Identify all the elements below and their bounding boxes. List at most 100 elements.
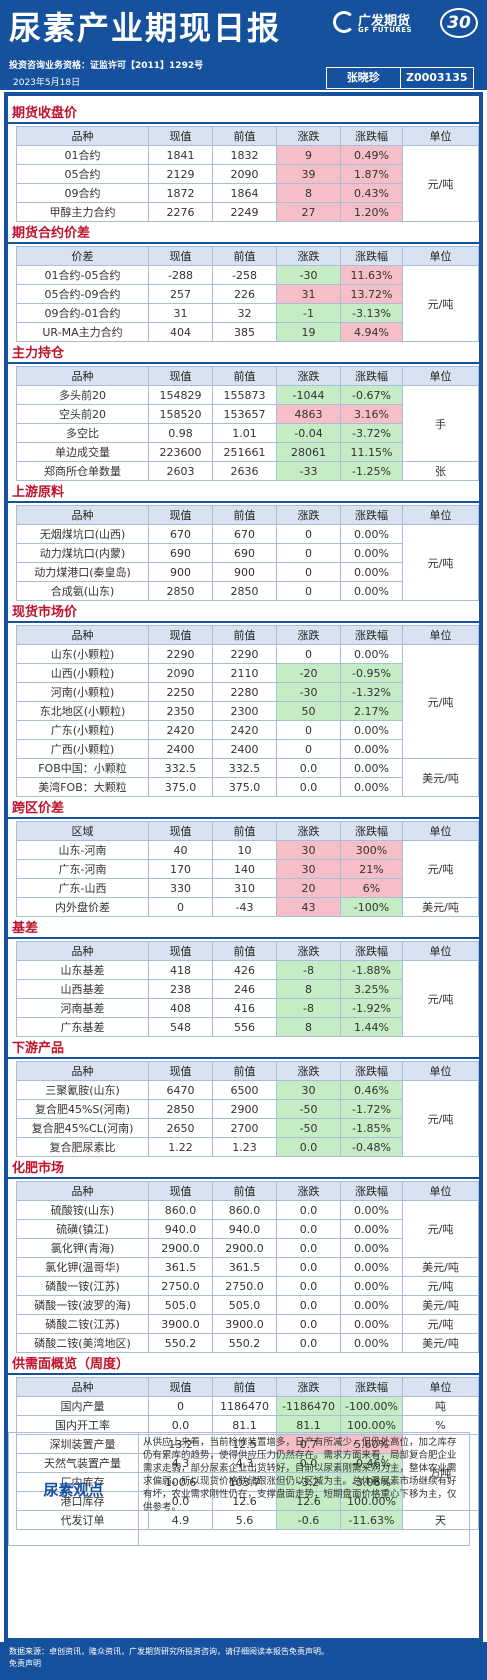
cell-prev: 5.6: [212, 1510, 277, 1530]
cell-unit: 元/吨: [402, 1276, 479, 1296]
cell-cur: 0: [148, 1396, 213, 1416]
cell-prev: 246: [212, 979, 277, 999]
column-header: 涨跌: [276, 1181, 341, 1201]
table-header-row: 品种 现值 前值 涨跌 涨跌幅 单位: [16, 1181, 479, 1201]
column-header: 涨跌幅: [340, 821, 403, 841]
cell-name: 郑商所仓单数量: [16, 461, 149, 481]
column-header: 单位: [402, 1061, 479, 1081]
column-header: 涨跌: [276, 1061, 341, 1081]
section-title: 跨区价差: [8, 799, 479, 819]
opinion-text: 从供应上来看，当前检修装置增多，日产有所减少，但仍处高位，加之库存仍有累库的趋势…: [143, 1437, 457, 1513]
cell-cur: 223600: [148, 442, 213, 462]
cell-unit: 吨: [402, 1396, 479, 1416]
column-header: 前值: [212, 126, 277, 146]
company-logo: 广发期货 GF FUTURES: [333, 9, 429, 37]
cell-prev: 1186470: [212, 1396, 277, 1416]
cell-cur: 2900.0: [148, 1238, 213, 1258]
cell-prev: 1864: [212, 183, 277, 203]
cell-pct: 0.00%: [340, 1257, 403, 1277]
cell-prev: 416: [212, 998, 277, 1018]
cell-prev: 361.5: [212, 1257, 277, 1277]
cell-chg: 0.0: [276, 777, 341, 797]
report-date: 2023年5月18日: [13, 78, 81, 88]
column-header: 单位: [402, 821, 479, 841]
column-header: 前值: [212, 246, 277, 266]
logo-cn-text: 广发期货: [358, 14, 411, 29]
cell-prev: 2249: [212, 202, 277, 222]
cell-cur: 2420: [148, 720, 213, 740]
cell-cur: 2750.0: [148, 1276, 213, 1296]
cell-pct: 1.20%: [340, 202, 403, 222]
cell-chg: 0: [276, 543, 341, 563]
cell-name: 单边成交量: [16, 442, 149, 462]
cell-cur: 505.0: [148, 1295, 213, 1315]
cell-prev: 2400: [212, 739, 277, 759]
cell-prev: 670: [212, 524, 277, 544]
section-table: 区域 现值 前值 涨跌 涨跌幅 单位 山东-河南 40 10 30 300% 元/吨 广东-河南 170 1…: [16, 821, 479, 917]
cell-unit: 美元/吨: [402, 1257, 479, 1277]
cell-prev: 550.2: [212, 1333, 277, 1353]
column-header: 现值: [148, 821, 213, 841]
cell-chg: 0.0: [276, 1453, 341, 1473]
cell-unit: 天: [402, 1510, 479, 1530]
cell-pct: -3.13%: [340, 303, 403, 323]
cell-chg: 0.0: [276, 1276, 341, 1296]
cell-cur: 170: [148, 859, 213, 879]
cell-pct: 2.17%: [340, 701, 403, 721]
table-row: 山西基差 238 246 8 3.25%: [16, 979, 479, 999]
cell-chg: 0.0: [276, 1137, 341, 1157]
cell-cur: 2350: [148, 701, 213, 721]
table-row: 港口库存 0.0 12.6 12.6 100.00%: [16, 1491, 479, 1511]
column-header: 品种: [16, 366, 149, 386]
section-table: 品种 现值 前值 涨跌 涨跌幅 单位 无烟煤坑口(山西) 670 670 0 0.00% 元/吨 动力煤…: [16, 505, 479, 601]
table-row: 磷酸二铵(江苏) 3900.0 3900.0 0.0 0.00% 元/吨: [16, 1314, 479, 1334]
cell-pct: 0.00%: [340, 758, 403, 778]
cell-chg: -0.04: [276, 423, 341, 443]
report-panel: 期货收盘价 品种 现值 前值 涨跌 涨跌幅 单位 01合约 1841 1832 9 0.49% 元/吨 0…: [4, 92, 483, 1642]
author-code: Z0003135: [405, 71, 468, 84]
cell-prev: 140: [212, 859, 277, 879]
cell-chg: 0.0: [276, 758, 341, 778]
cell-chg: 9: [276, 145, 341, 165]
cell-chg: -8: [276, 960, 341, 980]
cell-cur: 2650: [148, 1118, 213, 1138]
cell-pct: 300%: [340, 840, 403, 860]
column-header: 涨跌幅: [340, 1181, 403, 1201]
column-header: 涨跌幅: [340, 246, 403, 266]
column-header: 现值: [148, 246, 213, 266]
table-row: 山东-河南 40 10 30 300% 元/吨: [16, 840, 479, 898]
table-row: 多头前20 154829 155873 -1044 -0.67% 手: [16, 385, 479, 462]
table-row: UR-MA主力合约 404 385 19 4.94%: [16, 322, 479, 342]
cell-name: 09合约: [16, 183, 149, 203]
cell-cur: 238: [148, 979, 213, 999]
cell-pct: -1.85%: [340, 1118, 403, 1138]
cell-name: 磷酸一铵(波罗的海): [16, 1295, 149, 1315]
cell-pct: 100.00%: [340, 1415, 403, 1435]
column-header: 前值: [212, 366, 277, 386]
cell-chg: 30: [276, 859, 341, 879]
cell-chg: 0: [276, 644, 341, 664]
cell-unit: 元/吨: [402, 840, 479, 898]
table-row: 磷酸一铵(江苏) 2750.0 2750.0 0.0 0.00% 元/吨: [16, 1276, 479, 1296]
cell-name: 复合肥45%CL(河南): [16, 1118, 149, 1138]
cell-pct: 0.00%: [340, 1333, 403, 1353]
cell-pct: 3.16%: [340, 404, 403, 424]
cell-prev: 32: [212, 303, 277, 323]
cell-pct: -0.46%: [340, 1453, 403, 1473]
cell-cur: 404: [148, 322, 213, 342]
cell-prev: 103.7: [212, 1472, 277, 1492]
table-row: 内外盘价差 0 -43 43 -100% 美元/吨: [16, 897, 479, 917]
cell-name: 复合肥45%S(河南): [16, 1099, 149, 1119]
cell-pct: 0.00%: [340, 524, 403, 544]
section-table: 品种 现值 前值 涨跌 涨跌幅 单位 山东基差 418 426 -8 -1.88% 元/吨 山西基差 23…: [16, 941, 479, 1037]
cell-prev: 426: [212, 960, 277, 980]
anniversary-badge: 30: [440, 8, 478, 38]
cell-unit: 元/吨: [402, 1080, 479, 1157]
column-header: 单位: [402, 246, 479, 266]
cell-prev: 940.0: [212, 1219, 277, 1239]
cell-prev: 2900: [212, 1099, 277, 1119]
cell-unit: 元/吨: [402, 1314, 479, 1334]
section-title: 下游产品: [8, 1039, 479, 1059]
report-header: 尿素产业期现日报 广发期货 GF FUTURES 30 投资咨询业务资格：证监许…: [0, 0, 487, 90]
cell-cur: 1872: [148, 183, 213, 203]
